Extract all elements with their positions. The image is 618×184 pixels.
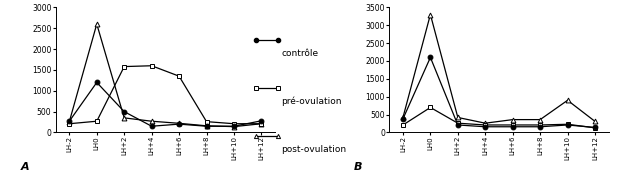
Text: post-ovulation: post-ovulation: [281, 145, 346, 153]
Text: B: B: [354, 162, 363, 172]
Text: pré-ovulation: pré-ovulation: [281, 96, 342, 106]
Text: contrôle: contrôle: [281, 49, 318, 58]
Text: A: A: [20, 162, 29, 172]
